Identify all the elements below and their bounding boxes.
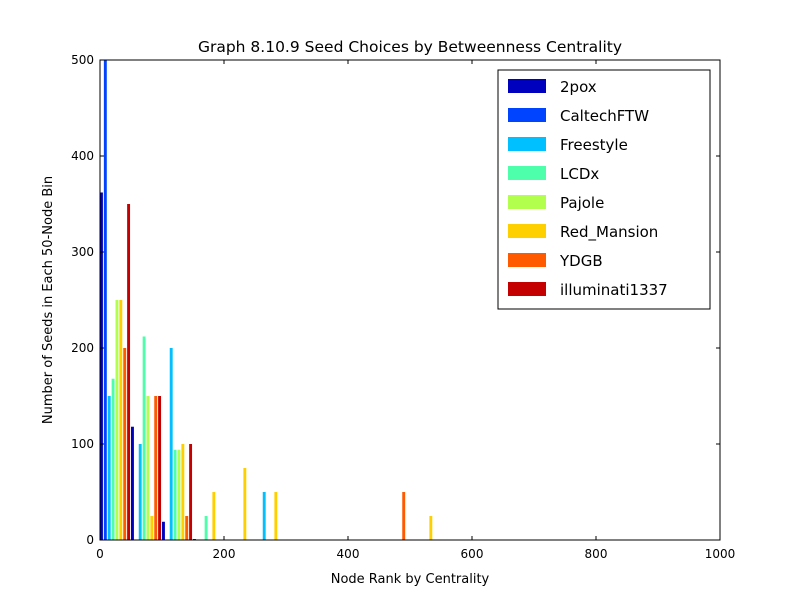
y-tick-label: 300 — [71, 245, 94, 259]
x-tick-label: 200 — [213, 547, 236, 561]
plot-frame — [99, 59, 721, 541]
legend-swatch — [508, 253, 546, 267]
legend-swatch — [508, 166, 546, 180]
bar-freestyle-bin-0 — [107, 396, 111, 540]
bar-pajole-bin-50 — [146, 396, 150, 540]
x-tick-label: 1000 — [705, 547, 736, 561]
bar-red-mansion-bin-50 — [150, 516, 154, 540]
bar-lcdx-bin-100 — [173, 449, 177, 540]
bar-caltechftw-bin-0 — [103, 60, 107, 540]
bar-red-mansion-bin-250 — [274, 492, 278, 540]
legend-swatch — [508, 108, 546, 122]
bar-2pox-bin-0 — [100, 192, 103, 541]
bar-lcdx-bin-150 — [204, 516, 208, 540]
legend-label: Freestyle — [560, 136, 628, 154]
legend-label: Red_Mansion — [560, 223, 658, 242]
ticks-layer: 0 200 400 600 800 1000 0 100 200 300 400 500 — [71, 53, 735, 561]
legend-swatch — [508, 282, 546, 296]
chart-title: Graph 8.10.9 Seed Choices by Betweenness… — [198, 38, 622, 56]
bar-illuminati1337-bin-100 — [189, 444, 193, 540]
bars-layer — [100, 60, 433, 541]
x-tick-label: 600 — [461, 547, 484, 561]
bar-ydgb-bin-50 — [154, 396, 158, 540]
legend-label: Pajole — [560, 194, 604, 212]
legend-swatch — [508, 79, 546, 93]
bar-pajole-bin-100 — [177, 449, 181, 540]
bar-freestyle-bin-100 — [169, 348, 173, 540]
bar-ydgb-bin-100 — [185, 516, 189, 540]
bar-illuminati1337-bin-50 — [158, 396, 162, 540]
legend-label: illuminati1337 — [560, 281, 668, 299]
legend-box — [497, 69, 711, 310]
bar-lcdx-bin-0 — [111, 378, 115, 540]
x-axis-title: Node Rank by Centrality — [331, 572, 490, 587]
legend: 2pox CaltechFTW Freestyle LCDx Pajole Red_Man… — [497, 69, 711, 310]
legend-label: LCDx — [560, 165, 599, 183]
y-tick-label: 100 — [71, 437, 94, 451]
bar-2pox-bin-100 — [162, 521, 165, 540]
legend-swatch — [508, 137, 546, 151]
x-tick-label: 400 — [337, 547, 360, 561]
bar-lcdx-bin-50 — [142, 336, 146, 540]
legend-swatch — [508, 224, 546, 238]
bar-red-mansion-bin-0 — [119, 300, 123, 540]
bar-red-mansion-bin-200 — [243, 468, 247, 540]
y-tick-label: 400 — [71, 149, 94, 163]
x-tick-label: 0 — [96, 547, 104, 561]
bar-red-mansion-bin-500 — [429, 516, 433, 540]
bar-illuminati1337-bin-0 — [127, 204, 131, 540]
bar-ydgb-bin-450 — [402, 492, 406, 540]
legend-label: CaltechFTW — [560, 107, 649, 125]
y-tick-label: 500 — [71, 53, 94, 67]
bar-2pox-bin-50 — [131, 426, 134, 540]
bar-freestyle-bin-250 — [262, 492, 266, 540]
legend-swatch — [508, 195, 546, 209]
y-tick-label: 0 — [86, 533, 94, 547]
bar-red-mansion-bin-150 — [212, 492, 216, 540]
bar-red-mansion-bin-100 — [181, 444, 185, 540]
legend-label: YDGB — [559, 252, 603, 270]
y-axis-title: Number of Seeds in Each 50-Node Bin — [41, 176, 56, 424]
bar-pajole-bin-0 — [115, 300, 119, 540]
legend-label: 2pox — [560, 78, 597, 96]
bar-freestyle-bin-50 — [138, 444, 142, 540]
y-tick-label: 200 — [71, 341, 94, 355]
x-tick-label: 800 — [585, 547, 608, 561]
bar-ydgb-bin-0 — [123, 348, 127, 540]
